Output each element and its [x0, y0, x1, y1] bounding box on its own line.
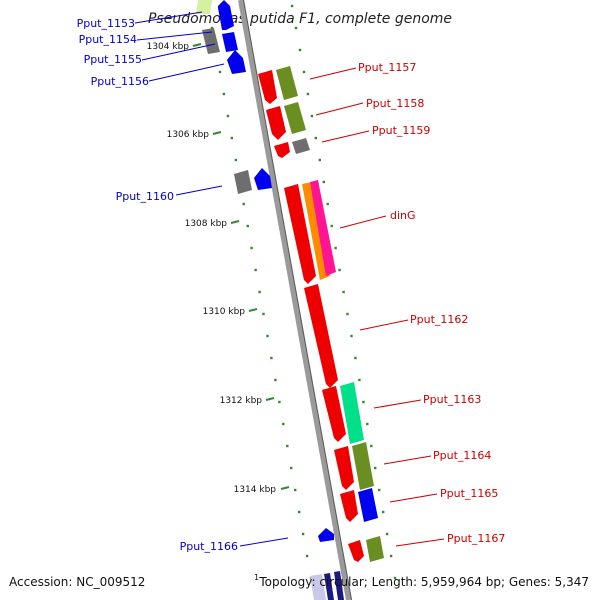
- tick-dot: [218, 70, 222, 74]
- tick-dot: [226, 114, 230, 118]
- label-pput-1157[interactable]: Pput_1157: [358, 61, 416, 74]
- backbone: [238, 0, 352, 600]
- tick-dot: [302, 70, 306, 74]
- gene-pput-1167[interactable]: [348, 536, 384, 562]
- tick-dot: [358, 378, 361, 382]
- tick-dot: [342, 290, 345, 294]
- tick-dot: [278, 400, 281, 404]
- kbp-label-1304: 1304 kbp: [147, 42, 190, 52]
- label-pput-1159[interactable]: Pput_1159: [372, 124, 430, 137]
- tick-dot: [258, 290, 261, 294]
- tick-dot: [242, 202, 245, 206]
- tick-dot: [254, 268, 257, 272]
- tick-dot: [282, 422, 285, 426]
- tick-dot: [382, 510, 385, 514]
- label-pput-1155[interactable]: Pput_1155: [84, 53, 142, 66]
- gene-pput-1154[interactable]: [218, 0, 234, 30]
- gene-pput-1164[interactable]: [334, 442, 374, 490]
- tick-dot: [318, 158, 321, 162]
- tick-dot: [298, 48, 302, 52]
- right-labels: Pput_1157 Pput_1158 Pput_1159 dinG Pput_…: [358, 61, 505, 545]
- tick-dot: [350, 334, 353, 338]
- kbp-label-1308: 1308 kbp: [185, 219, 228, 229]
- tick-dot: [305, 554, 309, 558]
- topology-superscript: 1: [254, 573, 259, 582]
- tick-dot: [294, 26, 298, 30]
- kbp-label-1314: 1314 kbp: [234, 485, 277, 495]
- label-pput-1164[interactable]: Pput_1164: [433, 449, 491, 462]
- tick-dot: [366, 422, 369, 426]
- gene-pput-1166[interactable]: [318, 528, 334, 542]
- label-pput-1158[interactable]: Pput_1158: [366, 97, 424, 110]
- tick-dot: [346, 312, 349, 316]
- tick-dot: [266, 334, 269, 338]
- tick-dot: [306, 92, 310, 96]
- tick-dot: [274, 378, 277, 382]
- tick-dot: [262, 312, 265, 316]
- tick-dot: [230, 136, 233, 140]
- left-labels: Pput_1153 Pput_1154 Pput_1155 Pput_1156 …: [77, 17, 238, 553]
- leader-lines: [134, 11, 445, 547]
- label-pput-1154[interactable]: Pput_1154: [79, 33, 137, 46]
- gene-pput-1155-gray[interactable]: [202, 28, 222, 54]
- tick-dot: [298, 510, 301, 514]
- tick-dot: [370, 444, 373, 448]
- tick-dot: [326, 202, 329, 206]
- kbp-scale: 1304 kbp 1306 kbp 1308 kbp 1310 kbp 1312…: [147, 42, 290, 495]
- gene-pput-1165[interactable]: [340, 488, 378, 522]
- gene-bottom-clipped: [310, 571, 344, 600]
- topology-text: Topology: circular; Length: 5,959,964 bp…: [258, 575, 589, 589]
- gene-pput-1158[interactable]: [266, 102, 306, 140]
- kbp-label-1306: 1306 kbp: [167, 130, 210, 140]
- tick-dot: [310, 114, 314, 118]
- tick-dot: [301, 532, 305, 536]
- tick-dot: [378, 488, 381, 492]
- label-pput-1156[interactable]: Pput_1156: [91, 75, 149, 88]
- tick-dot: [290, 466, 293, 470]
- label-pput-1153[interactable]: Pput_1153: [77, 17, 135, 30]
- tick-dot: [246, 224, 249, 228]
- tick-dot: [222, 92, 226, 96]
- label-pput-1166[interactable]: Pput_1166: [180, 540, 238, 553]
- label-pput-1160[interactable]: Pput_1160: [116, 190, 174, 203]
- tick-dot: [250, 246, 253, 250]
- gene-pput-1160[interactable]: [234, 168, 272, 194]
- label-pput-1167[interactable]: Pput_1167: [447, 532, 505, 545]
- tick-dot: [322, 180, 325, 184]
- label-pput-1163[interactable]: Pput_1163: [423, 393, 481, 406]
- gene-pput-1155-blue[interactable]: [222, 32, 238, 52]
- label-ding[interactable]: dinG: [390, 209, 416, 222]
- kbp-label-1312: 1312 kbp: [220, 396, 263, 406]
- gene-pput-1162[interactable]: [304, 284, 338, 388]
- tick-dot: [385, 532, 389, 536]
- tick-dot: [393, 576, 397, 580]
- gene-pput-1159[interactable]: [274, 138, 310, 158]
- tick-dot: [290, 4, 294, 8]
- tick-dot: [234, 158, 237, 162]
- tick-dot: [330, 224, 333, 228]
- gene-pput-1153[interactable]: [196, 0, 212, 14]
- tick-dot: [294, 488, 297, 492]
- tick-dot: [286, 444, 289, 448]
- gene-pput-1156[interactable]: [227, 50, 246, 74]
- gene-ding[interactable]: [284, 180, 336, 284]
- tick-dot: [334, 246, 337, 250]
- tick-dot: [338, 268, 341, 272]
- label-pput-1162[interactable]: Pput_1162: [410, 313, 468, 326]
- tick-dot: [374, 466, 377, 470]
- accession-text: Accession: NC_009512: [9, 575, 145, 589]
- tick-dot: [210, 26, 214, 30]
- tick-dot: [270, 356, 273, 360]
- tick-dot: [389, 554, 393, 558]
- label-pput-1165[interactable]: Pput_1165: [440, 487, 498, 500]
- gene-pput-1163[interactable]: [322, 382, 364, 444]
- tick-dot: [314, 136, 317, 140]
- gene-pput-1157[interactable]: [258, 66, 298, 104]
- tick-dot: [354, 356, 357, 360]
- kbp-label-1310: 1310 kbp: [203, 307, 246, 317]
- gene-features: [196, 0, 384, 600]
- tick-dot: [362, 400, 365, 404]
